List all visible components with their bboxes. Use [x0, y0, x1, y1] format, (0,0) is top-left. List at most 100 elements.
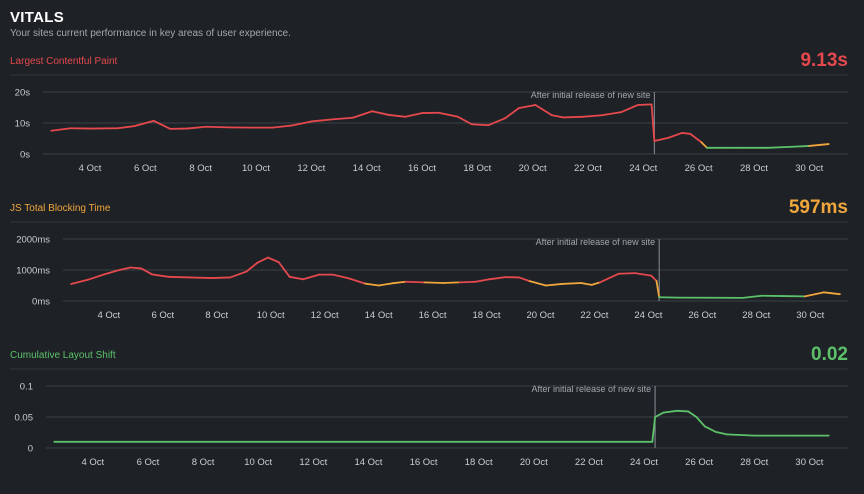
tbt-x-tick-label: 6 Oct	[151, 310, 174, 321]
tbt-x-tick-label: 24 Oct	[634, 310, 662, 321]
cls-label: Cumulative Layout Shift	[10, 350, 116, 361]
lcp-value: 9.13s	[800, 50, 848, 71]
tbt-x-tick-label: 12 Oct	[311, 310, 339, 321]
tbt-release-marker-label: After initial release of new site	[536, 237, 656, 247]
page-subtitle: Your sites current performance in key ar…	[10, 28, 291, 39]
lcp-x-tick-label: 22 Oct	[574, 163, 602, 174]
lcp-series-segment	[310, 118, 335, 123]
tbt-series-segment	[650, 274, 658, 282]
tbt-value: 597ms	[788, 197, 848, 218]
tbt-series-segment	[544, 283, 563, 287]
lcp-series-segment	[437, 111, 459, 118]
lcp-series-segment	[689, 132, 703, 144]
lcp-x-tick-label: 10 Oct	[242, 163, 270, 174]
lcp-series-segment	[470, 123, 490, 127]
tbt-series-segment	[102, 269, 118, 276]
lcp-series-segment	[351, 110, 374, 119]
tbt-series-segment	[288, 275, 304, 281]
tbt-x-tick-label: 30 Oct	[796, 310, 824, 321]
cls-x-tick-label: 20 Oct	[520, 457, 548, 468]
tbt-series-segment	[129, 266, 143, 270]
tbt-label: JS Total Blocking Time	[10, 203, 111, 214]
lcp-release-marker-label: After initial release of new site	[531, 90, 651, 100]
tbt-series-segment	[116, 266, 132, 272]
lcp-series-segment	[534, 104, 553, 117]
cls-x-tick-label: 16 Oct	[410, 457, 438, 468]
tbt-series-segment	[277, 261, 291, 278]
lcp-series-segment	[371, 110, 390, 116]
lcp-series-segment	[133, 119, 155, 127]
tbt-series-segment	[267, 256, 280, 264]
cls-x-tick-label: 24 Oct	[630, 457, 658, 468]
tbt-series-segment	[655, 279, 661, 299]
lcp-series-segment	[551, 114, 564, 119]
tbt-series-segment	[151, 273, 170, 278]
cls-release-marker-label: After initial release of new site	[532, 384, 652, 394]
cls-x-tick-label: 12 Oct	[299, 457, 327, 468]
lcp-series-segment	[653, 136, 670, 142]
tbt-x-tick-label: 4 Oct	[98, 310, 121, 321]
page-title: VITALS	[10, 9, 65, 26]
lcp-x-tick-label: 14 Oct	[353, 163, 381, 174]
tbt-series-segment	[404, 280, 426, 284]
tbt-series-segment	[364, 282, 380, 287]
tbt-x-tick-label: 22 Oct	[580, 310, 608, 321]
lcp-series-segment	[766, 145, 791, 149]
tbt-series-segment	[517, 276, 531, 283]
tbt-series-segment	[256, 256, 269, 264]
tbt-series-segment	[617, 272, 636, 275]
lcp-x-tick-label: 20 Oct	[519, 163, 547, 174]
tbt-series-segment	[741, 294, 763, 299]
lcp-series-segment	[517, 104, 537, 110]
cls-series-segment	[725, 433, 756, 437]
tbt-series-segment	[331, 273, 350, 280]
cls-series-segment	[703, 425, 717, 433]
lcp-series-segment	[185, 125, 208, 130]
cls-x-tick-label: 30 Oct	[795, 457, 823, 468]
tbt-x-tick-label: 26 Oct	[688, 310, 716, 321]
tbt-series-segment	[803, 291, 825, 298]
cls-x-tick-label: 10 Oct	[244, 457, 272, 468]
cls-series-segment	[662, 409, 679, 414]
lcp-y-tick-label: 10s	[15, 119, 31, 130]
lcp-x-tick-label: 24 Oct	[629, 163, 657, 174]
lcp-series-segment	[789, 145, 811, 148]
tbt-series-segment	[423, 281, 445, 284]
lcp-series-segment	[487, 117, 506, 127]
cls-x-tick-label: 22 Oct	[575, 457, 603, 468]
lcp-series-segment	[404, 112, 423, 118]
cls-y-tick-label: 0.1	[20, 382, 33, 393]
lcp-x-tick-label: 28 Oct	[740, 163, 768, 174]
tbt-series-segment	[442, 281, 461, 284]
tbt-series-segment	[474, 278, 491, 283]
cls-x-tick-label: 8 Oct	[192, 457, 215, 468]
lcp-series-segment	[332, 116, 354, 121]
tbt-series-segment	[822, 291, 841, 296]
tbt-series-segment	[86, 273, 105, 281]
lcp-x-tick-label: 16 Oct	[408, 163, 436, 174]
tbt-x-tick-label: 10 Oct	[257, 310, 285, 321]
cls-value: 0.02	[811, 344, 848, 365]
lcp-x-tick-label: 30 Oct	[795, 163, 823, 174]
lcp-series-segment	[504, 107, 520, 120]
tbt-series-segment	[458, 280, 477, 284]
tbt-series-segment	[377, 282, 394, 287]
tbt-series-segment	[188, 276, 213, 279]
lcp-x-tick-label: 18 Oct	[463, 163, 491, 174]
lcp-series-segment	[116, 125, 136, 130]
cls-series-segment	[651, 416, 656, 443]
lcp-series-segment	[562, 115, 584, 119]
tbt-series-segment	[598, 272, 620, 284]
lcp-series-segment	[581, 114, 603, 118]
cls-x-tick-label: 18 Oct	[465, 457, 493, 468]
lcp-x-tick-label: 4 Oct	[79, 163, 102, 174]
cls-x-tick-label: 28 Oct	[740, 457, 768, 468]
tbt-series-segment	[229, 270, 248, 279]
cls-series-segment	[654, 411, 665, 418]
cls-x-tick-label: 6 Oct	[137, 457, 160, 468]
lcp-series-segment	[387, 114, 407, 118]
